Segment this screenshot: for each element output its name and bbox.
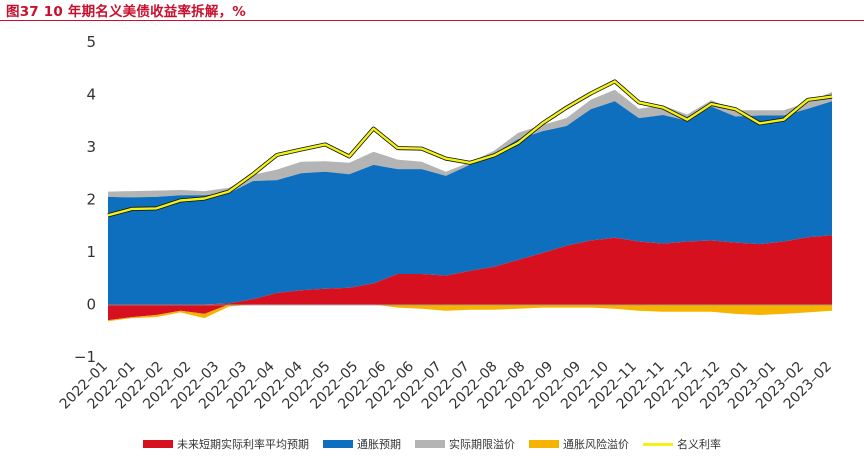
legend-item-inflation-risk: 通胀风险溢价 [529, 436, 629, 452]
series-area-term-premium [108, 89, 832, 198]
legend-swatch-orange [529, 440, 559, 448]
legend-item-term-premium: 实际期限溢价 [415, 436, 515, 452]
title-rule [0, 20, 864, 21]
y-tick-label: 3 [86, 138, 96, 156]
series-line-nominal [107, 80, 833, 217]
legend-item-real-rate: 未来短期实际利率平均预期 [143, 436, 309, 452]
legend-label-nominal: 名义利率 [677, 438, 721, 451]
y-tick-label: 0 [86, 296, 96, 314]
legend-swatch-yellow [643, 442, 673, 446]
legend-label-real-rate: 未来短期实际利率平均预期 [177, 438, 309, 451]
line-layer [107, 79, 833, 218]
chart-svg: 5 4 3 2 1 0 −1 2022–012022–012022–022022–02202… [57, 33, 835, 413]
legend-swatch-red [143, 440, 173, 448]
legend-item-nominal: 名义利率 [643, 436, 721, 452]
y-axis: 5 4 3 2 1 0 −1 [74, 33, 96, 366]
y-tick-label: 1 [86, 243, 96, 261]
legend-label-term-premium: 实际期限溢价 [449, 438, 515, 451]
x-axis: 2022–012022–012022–022022–022022–032022–… [57, 358, 835, 412]
y-tick-label: 2 [86, 191, 96, 209]
series-area-inflation-expectation [108, 101, 832, 305]
y-tick-label: 4 [86, 86, 96, 104]
legend-label-inflation: 通胀预期 [357, 438, 401, 451]
chart-title: 图37 10 年期名义美债收益率拆解，% [6, 4, 246, 20]
legend-item-inflation: 通胀预期 [323, 436, 401, 452]
legend: 未来短期实际利率平均预期 通胀预期 实际期限溢价 通胀风险溢价 名义利率 [0, 436, 864, 452]
legend-swatch-blue [323, 440, 353, 448]
y-tick-label: −1 [74, 348, 96, 366]
area-layer [108, 89, 832, 322]
series-area-inflation-risk [108, 304, 832, 322]
y-tick-label: 5 [86, 33, 96, 51]
series-area-real-rate-negative [108, 304, 832, 321]
legend-label-inflation-risk: 通胀风险溢价 [563, 438, 629, 451]
series-area-real-rate-positive [108, 235, 832, 305]
legend-swatch-gray [415, 440, 445, 448]
